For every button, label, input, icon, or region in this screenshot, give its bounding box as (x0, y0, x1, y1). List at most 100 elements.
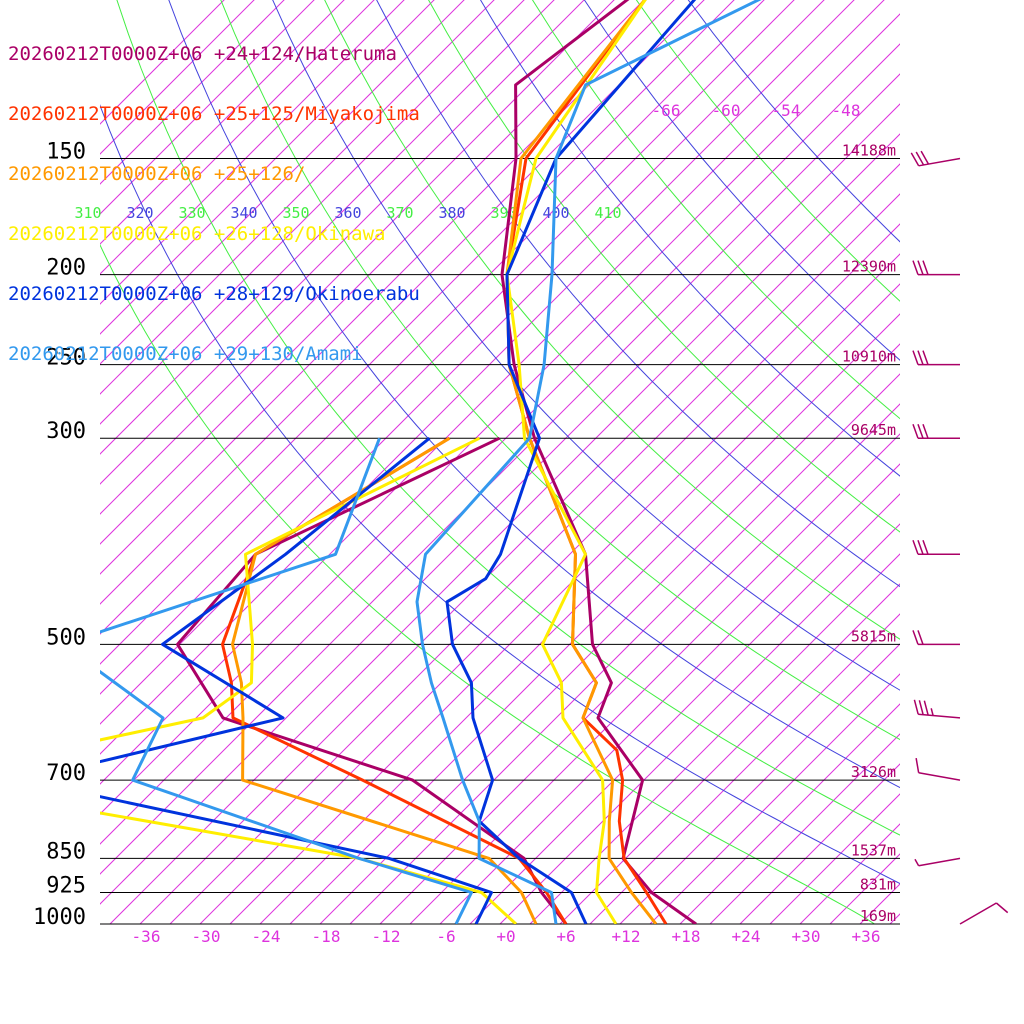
pressure-label: 700 (46, 761, 86, 786)
pressure-label: 200 (46, 256, 86, 281)
dry-adiabat-line (100, 0, 405, 305)
height-label: 14188m (842, 142, 896, 160)
dry-adiabat-line (589, 613, 900, 924)
dry-adiabat-line (100, 0, 735, 635)
temperature-tick-label: -30 (192, 927, 221, 946)
wind-barb (910, 150, 961, 167)
upper-temperature-label: -54 (772, 101, 801, 120)
legend-entry-amami: 20260212T0000Z+06 +29+130/Amami (8, 343, 363, 365)
height-label: 169m (860, 907, 896, 925)
height-label: 9645m (851, 421, 896, 439)
legend: 20260212T0000Z+06 +24+124/Hateruma 20260… (8, 4, 420, 404)
sounding-profiles (100, 0, 762, 924)
dry-adiabat-line (229, 253, 900, 924)
dry-adiabat-line (100, 0, 645, 545)
height-label: 3126m (851, 763, 896, 781)
dry-adiabat-line (649, 673, 900, 924)
height-label: 5815m (851, 627, 896, 645)
dry-adiabat-line (139, 163, 900, 924)
temperature-tick-label: +6 (556, 927, 575, 946)
theta-e-curve (324, 0, 900, 640)
temperature-tick-label: -24 (252, 927, 281, 946)
dry-adiabat-line (100, 0, 585, 485)
wind-barbs (910, 150, 1009, 925)
dry-adiabat-line (100, 0, 465, 365)
dry-adiabat-line (1010, 0, 1024, 924)
isobars (100, 158, 900, 925)
temperature-tick-label: -18 (312, 927, 341, 946)
wind-barb (915, 758, 961, 781)
dry-adiabat-line (100, 0, 885, 785)
theta-e-label: 400 (542, 204, 569, 222)
dry-adiabat-line (100, 0, 495, 395)
theta-e-label: 330 (178, 204, 205, 222)
dry-adiabat-line (259, 283, 900, 924)
dry-adiabat-line (100, 0, 855, 755)
temperature-profile-line (415, 0, 762, 924)
height-label: 10910m (842, 348, 896, 366)
theta-e-label: 340 (230, 204, 257, 222)
theta-e-curve (687, 0, 900, 243)
dry-adiabat-line (439, 463, 900, 924)
dry-adiabat-line (799, 823, 900, 924)
upper-temperature-label: -66 (652, 101, 681, 120)
pressure-label: 300 (46, 419, 86, 444)
theta-e-label: 350 (282, 204, 309, 222)
dry-adiabat-line (100, 0, 375, 275)
dry-adiabat-line (100, 0, 225, 125)
dry-adiabat-line (100, 0, 705, 605)
theta-e-label: 380 (438, 204, 465, 222)
temperature-tick-label: -6 (436, 927, 455, 946)
theta-e-label: 320 (126, 204, 153, 222)
dry-adiabat-line (169, 193, 900, 924)
dry-adiabat-line (100, 0, 795, 695)
pressure-label: 100 (46, 0, 86, 1)
dry-adiabat-line (709, 733, 900, 924)
dry-adiabat-line (100, 0, 435, 335)
temperature-tick-label: +30 (792, 927, 821, 946)
pressure-label: 925 (46, 874, 86, 899)
dry-adiabat-line (889, 913, 900, 924)
legend-entry-okinoerabu: 20260212T0000Z+06 +28+129/Okinoerabu (8, 283, 420, 305)
temperature-tick-label: +18 (672, 927, 701, 946)
dry-adiabat-line (100, 0, 825, 725)
pressure-label: 1000 (33, 905, 86, 930)
dry-adiabat-line (100, 0, 525, 425)
pressure-label: 850 (46, 839, 86, 864)
temperature-profile-line (505, 0, 658, 924)
upper-temperature-label: -48 (832, 101, 861, 120)
wind-barb (914, 857, 961, 867)
dry-adiabat-line (769, 793, 900, 924)
dry-adiabat-line (559, 583, 900, 924)
temperature-tick-label: +12 (612, 927, 641, 946)
dry-adiabat-line (950, 0, 1024, 924)
dry-adiabat-line (829, 853, 900, 924)
dry-adiabat-line (109, 133, 900, 924)
temperature-tick-label: -36 (132, 927, 161, 946)
theta-e-label: 310 (74, 204, 101, 222)
dry-adiabat-line (100, 0, 315, 215)
wind-barb (912, 423, 960, 439)
temperature-profile-line (505, 0, 647, 924)
dry-adiabat-line (100, 0, 765, 665)
height-label: 831m (860, 876, 896, 894)
dewpoint-profile-line (100, 437, 493, 924)
theta-e-label: 360 (334, 204, 361, 222)
pressure-label: 500 (46, 625, 86, 650)
dry-adiabat-line (679, 703, 900, 924)
dry-adiabat-line (100, 0, 345, 245)
dry-adiabat-line (349, 373, 900, 924)
temperature-tick-label: +0 (496, 927, 515, 946)
temperature-tick-label: +36 (852, 927, 881, 946)
theta-e-label: 410 (594, 204, 621, 222)
dry-adiabat-line (980, 0, 1024, 924)
legend-entry-miyakojima: 20260212T0000Z+06 +25+125/Miyakojima (8, 103, 420, 125)
dry-adiabat-line (529, 553, 900, 924)
legend-entry-okinawa: 20260212T0000Z+06 +26+128/Okinawa (8, 223, 386, 245)
wind-barb (912, 540, 960, 556)
temperature-tick-label: +24 (732, 927, 761, 946)
wind-barb (913, 699, 961, 719)
pressure-label: 250 (46, 346, 86, 371)
